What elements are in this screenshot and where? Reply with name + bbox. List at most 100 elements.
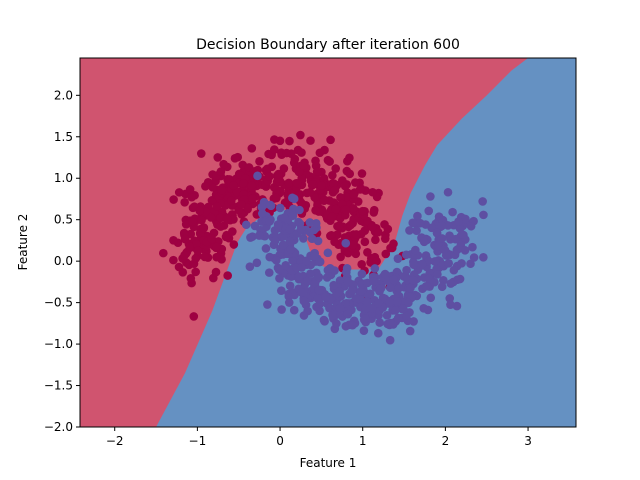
data-point-class-0 (345, 169, 355, 179)
y-tick-label: 1.0 (54, 171, 73, 185)
data-point-class-1 (335, 287, 344, 296)
data-point-class-0 (335, 221, 345, 231)
data-point-class-1 (286, 245, 296, 254)
data-point-class-0 (283, 199, 292, 208)
data-point-class-1 (343, 277, 353, 286)
data-point-class-1 (315, 299, 325, 309)
plot-regions (80, 58, 576, 427)
data-point-class-1 (408, 218, 418, 228)
data-point-class-1 (296, 288, 306, 297)
data-point-class-0 (327, 230, 336, 240)
data-point-class-1 (270, 236, 280, 245)
data-point-class-0 (373, 227, 383, 237)
data-point-class-0 (348, 204, 358, 213)
data-point-class-1 (437, 282, 447, 292)
data-point-class-1 (375, 318, 384, 327)
data-point-class-0 (186, 273, 196, 283)
y-axis-ticks: −2.0 −1.5 −1.0 −0.5 0.0 0.5 1.0 1.5 2.0 (44, 88, 80, 434)
data-point-class-1 (274, 265, 284, 275)
data-point-class-1 (360, 314, 370, 323)
data-point-class-1 (409, 317, 418, 326)
data-point-class-1 (406, 283, 415, 293)
data-point-class-1 (323, 248, 333, 258)
data-point-class-0 (178, 267, 188, 277)
data-point-class-0 (297, 148, 306, 157)
data-point-class-0 (336, 193, 345, 202)
data-point-class-1 (373, 298, 383, 308)
data-point-class-1 (430, 257, 440, 266)
data-point-class-0 (351, 230, 361, 239)
data-point-class-0 (294, 167, 304, 177)
data-point-class-1 (325, 264, 335, 273)
data-point-class-1 (394, 283, 404, 293)
plot-frame (79, 57, 577, 428)
data-point-class-0 (237, 199, 246, 209)
y-tick-label: 1.5 (54, 130, 73, 144)
data-point-class-1 (405, 326, 415, 336)
data-point-class-1 (310, 279, 320, 288)
data-point-class-0 (213, 153, 223, 162)
data-point-class-1 (321, 292, 330, 302)
data-point-class-0 (200, 252, 210, 262)
data-point-class-1 (430, 277, 439, 287)
data-point-class-0 (159, 248, 168, 258)
y-tick-label: 0.5 (54, 213, 73, 227)
data-point-class-1 (329, 280, 338, 290)
data-point-class-1 (332, 319, 341, 328)
data-point-class-0 (311, 205, 320, 215)
data-point-class-0 (262, 164, 272, 174)
data-point-class-1 (365, 289, 375, 299)
data-point-class-0 (211, 267, 221, 277)
x-tick-label: 2 (442, 434, 450, 448)
data-point-class-0 (299, 161, 308, 170)
data-point-class-1 (433, 269, 442, 279)
data-point-class-1 (424, 206, 434, 216)
data-point-class-0 (329, 179, 339, 188)
data-point-class-1 (412, 226, 421, 236)
data-point-class-0 (329, 198, 339, 207)
data-point-class-1 (297, 263, 307, 272)
data-point-class-0 (227, 196, 236, 205)
data-point-class-0 (186, 229, 196, 239)
data-point-class-0 (360, 237, 370, 247)
data-point-class-1 (386, 318, 395, 328)
data-point-class-1 (246, 233, 255, 242)
data-point-class-1 (305, 218, 315, 227)
data-point-class-0 (371, 235, 380, 245)
data-point-class-1 (417, 259, 427, 269)
data-point-class-1 (319, 315, 329, 325)
data-point-class-1 (426, 192, 435, 201)
data-point-class-1 (306, 269, 315, 278)
data-point-class-1 (295, 205, 304, 215)
data-point-class-1 (258, 209, 267, 218)
x-tick-label: 0 (276, 434, 284, 448)
data-point-class-0 (345, 153, 354, 163)
data-point-class-0 (199, 223, 209, 233)
data-point-class-0 (328, 170, 337, 180)
data-point-class-0 (229, 215, 238, 224)
data-point-class-1 (409, 260, 418, 270)
data-point-class-1 (460, 246, 470, 255)
data-point-class-0 (180, 197, 189, 207)
data-point-class-0 (270, 145, 279, 154)
data-point-class-1 (285, 281, 295, 291)
data-point-class-1 (437, 221, 447, 231)
data-point-class-1 (444, 258, 453, 268)
data-point-class-1 (393, 254, 403, 263)
data-point-class-0 (185, 185, 195, 194)
data-point-class-1 (449, 265, 459, 275)
data-point-class-0 (272, 193, 281, 203)
data-point-class-1 (426, 293, 436, 303)
data-point-class-1 (302, 276, 312, 286)
data-point-class-1 (302, 256, 311, 266)
data-point-class-0 (306, 136, 315, 145)
data-point-class-0 (223, 271, 232, 280)
data-point-class-1 (357, 269, 367, 279)
x-tick-label: −2 (106, 434, 124, 448)
data-point-class-1 (279, 213, 289, 222)
data-point-class-1 (254, 231, 264, 240)
data-point-class-1 (385, 297, 395, 307)
x-axis-label: Feature 1 (300, 456, 357, 470)
data-point-class-1 (252, 258, 262, 268)
data-point-class-1 (278, 240, 288, 250)
